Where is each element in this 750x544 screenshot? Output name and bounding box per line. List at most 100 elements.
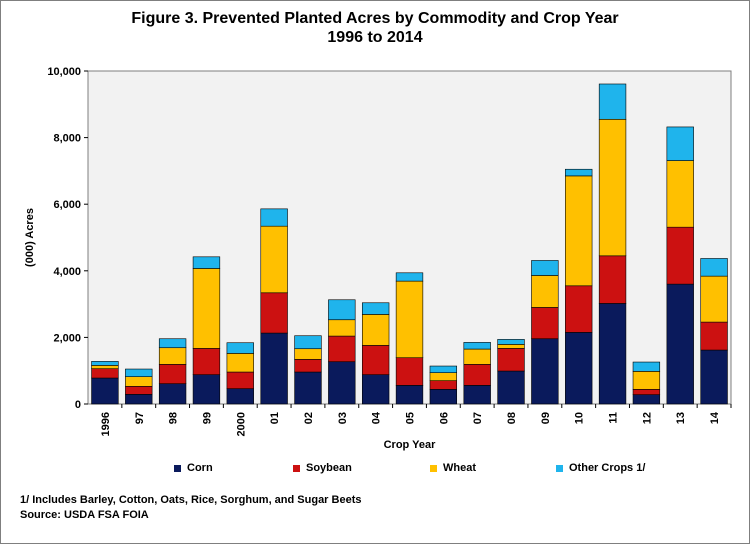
bar-segment-wheat-1996 xyxy=(92,365,119,368)
bar-segment-corn-1996 xyxy=(92,378,119,404)
y-tick-label: 6,000 xyxy=(53,199,81,211)
bar-segment-corn-02 xyxy=(295,372,322,404)
bar-segment-other-crops-1-09 xyxy=(532,260,559,275)
bar-segment-wheat-06 xyxy=(430,373,457,381)
x-tick-label: 1996 xyxy=(100,412,112,436)
y-tick-label: 8,000 xyxy=(53,133,81,145)
bar-segment-other-crops-1-99 xyxy=(193,257,220,269)
bar-segment-soybean-07 xyxy=(464,364,491,385)
bar-segment-corn-10 xyxy=(565,332,592,404)
bar-segment-corn-07 xyxy=(464,385,491,404)
bar-segment-soybean-12 xyxy=(633,389,660,394)
x-tick-label: 12 xyxy=(641,412,653,424)
bar-segment-corn-11 xyxy=(599,303,626,404)
bar-segment-soybean-10 xyxy=(565,286,592,333)
source-note: Source: USDA FSA FOIA xyxy=(20,509,149,521)
x-tick-label: 11 xyxy=(608,412,620,424)
legend-swatch-soybean xyxy=(293,465,300,472)
x-tick-label: 10 xyxy=(574,412,586,424)
bar-segment-other-crops-1-02 xyxy=(295,336,322,349)
x-tick-label: 01 xyxy=(269,412,281,424)
bar-segment-other-crops-1-11 xyxy=(599,84,626,119)
bar-segment-soybean-03 xyxy=(328,336,355,362)
bar-segment-wheat-09 xyxy=(532,275,559,307)
x-tick-label: 03 xyxy=(337,412,349,424)
bar-segment-corn-05 xyxy=(396,385,423,404)
y-tick-label: 2,000 xyxy=(53,332,81,344)
bar-segment-wheat-10 xyxy=(565,176,592,286)
bar-segment-corn-04 xyxy=(362,375,389,404)
y-axis: 0 2,000 4,000 6,000 8,000 10,000 xyxy=(47,66,88,411)
legend: Corn Soybean Wheat Other Crops 1/ xyxy=(0,462,750,482)
bar-segment-soybean-06 xyxy=(430,381,457,390)
x-tick-label: 04 xyxy=(371,411,383,424)
y-tick-label: 4,000 xyxy=(53,266,81,278)
bar-segment-wheat-12 xyxy=(633,371,660,389)
bar-segment-soybean-14 xyxy=(701,322,728,350)
bar-segment-corn-13 xyxy=(667,284,694,404)
bar-segment-corn-14 xyxy=(701,350,728,404)
bar-segment-corn-08 xyxy=(498,371,525,404)
bar-segment-other-crops-1-98 xyxy=(159,339,186,348)
x-tick-label: 99 xyxy=(201,412,213,424)
bar-segment-wheat-05 xyxy=(396,281,423,358)
bar-segment-other-crops-1-06 xyxy=(430,366,457,373)
bar-segment-soybean-05 xyxy=(396,358,423,386)
bar-segment-wheat-08 xyxy=(498,344,525,348)
bar-segment-corn-03 xyxy=(328,362,355,404)
x-tick-label: 97 xyxy=(134,412,146,424)
bar-segment-wheat-11 xyxy=(599,119,626,256)
bar-segment-soybean-09 xyxy=(532,307,559,338)
bar-segment-corn-06 xyxy=(430,389,457,404)
x-axis-label: Crop Year xyxy=(384,439,436,451)
bar-segment-other-crops-1-2000 xyxy=(227,343,254,354)
footnote: 1/ Includes Barley, Cotton, Oats, Rice, … xyxy=(20,494,361,506)
bar-segment-other-crops-1-04 xyxy=(362,303,389,315)
bar-segment-wheat-07 xyxy=(464,349,491,364)
legend-item-corn: Corn xyxy=(174,462,213,474)
bar-segment-wheat-97 xyxy=(125,377,152,387)
bar-segment-other-crops-1-01 xyxy=(261,209,288,226)
bar-segment-soybean-1996 xyxy=(92,369,119,378)
y-tick-label: 10,000 xyxy=(47,66,81,78)
bar-segment-wheat-14 xyxy=(701,276,728,322)
y-tick-label: 0 xyxy=(75,399,81,411)
legend-label-wheat: Wheat xyxy=(443,462,476,474)
bar-segment-other-crops-1-05 xyxy=(396,273,423,281)
bar-segment-soybean-08 xyxy=(498,348,525,371)
bar-segment-wheat-02 xyxy=(295,349,322,360)
bar-segment-other-crops-1-03 xyxy=(328,300,355,320)
bar-segment-wheat-03 xyxy=(328,320,355,336)
x-tick-label: 06 xyxy=(438,412,450,424)
bar-segment-other-crops-1-12 xyxy=(633,362,660,371)
bar-segment-wheat-99 xyxy=(193,268,220,348)
legend-item-soybean: Soybean xyxy=(293,462,352,474)
bar-segment-soybean-02 xyxy=(295,359,322,372)
bar-segment-wheat-2000 xyxy=(227,353,254,372)
bar-segment-other-crops-1-08 xyxy=(498,339,525,344)
bar-segment-other-crops-1-1996 xyxy=(92,361,119,365)
legend-label-soybean: Soybean xyxy=(306,462,352,474)
bar-segment-wheat-04 xyxy=(362,314,389,345)
bar-segment-corn-12 xyxy=(633,395,660,404)
bar-segment-wheat-98 xyxy=(159,348,186,365)
bar-segment-soybean-04 xyxy=(362,345,389,374)
x-tick-label: 02 xyxy=(303,412,315,424)
bar-segment-corn-98 xyxy=(159,384,186,404)
bar-segment-soybean-99 xyxy=(193,348,220,374)
bar-segment-wheat-13 xyxy=(667,161,694,228)
x-tick-label: 09 xyxy=(540,412,552,424)
bar-segment-wheat-01 xyxy=(261,226,288,293)
bar-segment-corn-09 xyxy=(532,339,559,404)
legend-label-other-crops: Other Crops 1/ xyxy=(569,462,645,474)
x-tick-label: 98 xyxy=(168,412,180,424)
legend-item-other-crops: Other Crops 1/ xyxy=(556,462,645,474)
legend-swatch-other-crops xyxy=(556,465,563,472)
x-tick-label: 14 xyxy=(709,411,721,424)
x-tick-label: 2000 xyxy=(235,412,247,436)
bar-segment-other-crops-1-07 xyxy=(464,342,491,349)
x-tick-label: 07 xyxy=(472,412,484,424)
x-tick-label: 13 xyxy=(675,412,687,424)
bar-segment-corn-01 xyxy=(261,333,288,404)
bar-segment-corn-99 xyxy=(193,375,220,404)
